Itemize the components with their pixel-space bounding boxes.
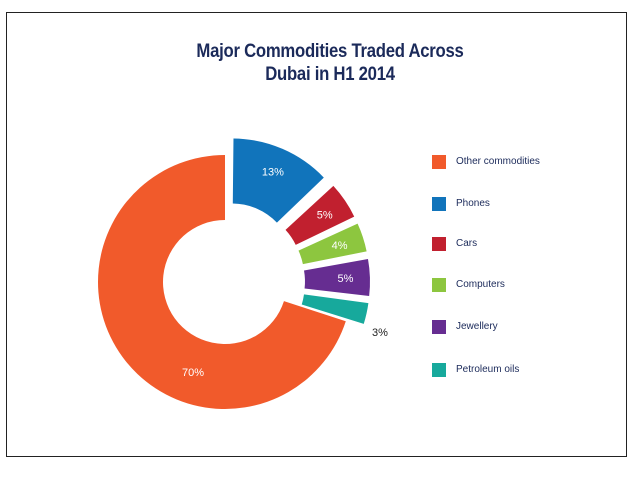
legend-swatch <box>432 154 446 169</box>
legend-item: Computers <box>432 277 505 292</box>
chart-frame <box>6 12 627 457</box>
chart-title-line-1: Major Commodities Traded Across <box>196 41 464 62</box>
slice-cars <box>285 185 355 245</box>
legend-label: Computers <box>456 279 505 290</box>
legend-swatch <box>432 319 446 334</box>
slice-computers <box>298 223 367 265</box>
slice-phones <box>232 138 324 223</box>
legend-label: Petroleum oils <box>456 364 520 375</box>
slice-petroleum-oils <box>301 294 369 324</box>
data-label-phones: 13% <box>262 166 284 178</box>
legend-label: Phones <box>456 198 490 209</box>
legend-swatch <box>432 362 446 377</box>
legend-item: Phones <box>432 196 490 211</box>
chart-title-line-2: Dubai in H1 2014 <box>265 64 395 85</box>
data-label-computers: 4% <box>332 240 348 252</box>
legend-item: Jewellery <box>432 319 498 334</box>
legend-swatch <box>432 196 446 211</box>
legend-item: Petroleum oils <box>432 362 519 377</box>
legend-label: Jewellery <box>456 321 498 332</box>
data-label-petroleum-oils: 3% <box>372 327 388 339</box>
data-label-jewellery: 5% <box>337 273 353 285</box>
data-label-cars: 5% <box>317 209 333 221</box>
legend-swatch <box>432 236 446 251</box>
slice-jewellery <box>304 258 370 297</box>
legend-label: Cars <box>456 238 478 249</box>
chart-title: Major Commodities Traded Across Dubai in… <box>154 40 506 86</box>
slice-other-commodities <box>98 155 346 410</box>
data-label-other-commodities: 70% <box>182 367 204 379</box>
legend-item: Cars <box>432 236 477 251</box>
legend-swatch <box>432 277 446 292</box>
legend-label: Other commodities <box>456 156 540 167</box>
legend-item: Other commodities <box>432 154 540 169</box>
